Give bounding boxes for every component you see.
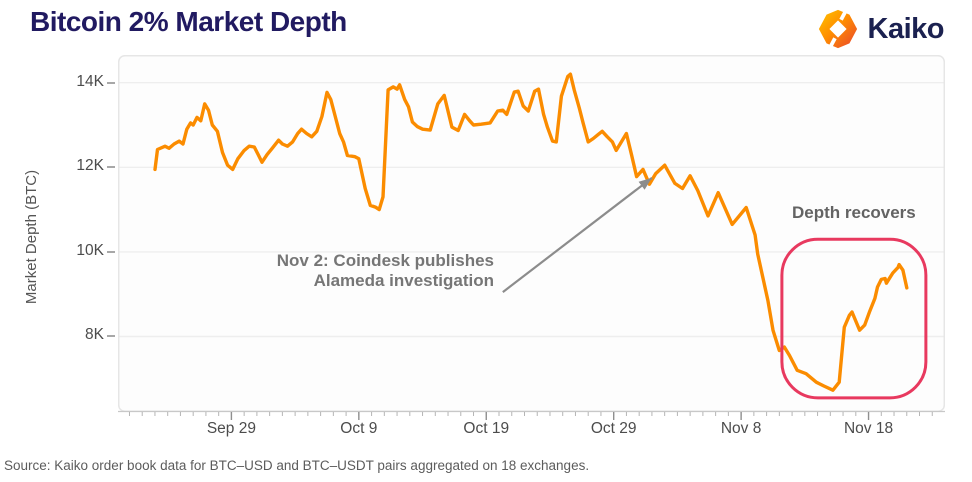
x-tick-label: Oct 9 xyxy=(340,420,378,437)
event-annotation-line2: Alameda investigation xyxy=(313,271,494,290)
y-tick-label: 8K xyxy=(85,326,104,344)
kaiko-logo-icon xyxy=(817,8,859,50)
annotation-arrow-head xyxy=(638,177,652,190)
kaiko-logo: Kaiko xyxy=(817,8,945,50)
depth-recovers-label: Depth recovers xyxy=(791,203,916,222)
y-tick-mark xyxy=(107,166,115,169)
market-depth-line-chart xyxy=(118,55,945,420)
page-title: Bitcoin 2% Market Depth xyxy=(30,6,347,37)
annotation-arrow-line xyxy=(502,177,653,293)
x-tick-label: Oct 29 xyxy=(590,420,637,437)
event-annotation: Nov 2: Coindesk publishes Alameda invest… xyxy=(228,251,494,291)
y-tick-label: 10K xyxy=(76,241,104,259)
y-tick-label: 14K xyxy=(76,72,104,90)
x-tick-label: Sep 29 xyxy=(206,420,256,437)
depth-recovers-highlight-box xyxy=(780,237,928,400)
kaiko-logo-text: Kaiko xyxy=(867,12,945,45)
x-tick-label: Oct 19 xyxy=(463,420,510,437)
event-annotation-line1: Nov 2: Coindesk publishes xyxy=(276,251,494,270)
source-note: Source: Kaiko order book data for BTC–US… xyxy=(4,458,590,473)
y-tick-mark xyxy=(107,81,115,84)
x-tick-label: Nov 18 xyxy=(843,420,894,437)
y-tick-mark xyxy=(107,250,115,253)
y-tick-mark xyxy=(107,335,115,338)
x-tick-label: Nov 8 xyxy=(720,420,762,437)
plot-frame xyxy=(118,55,945,412)
y-tick-label: 12K xyxy=(76,157,104,175)
